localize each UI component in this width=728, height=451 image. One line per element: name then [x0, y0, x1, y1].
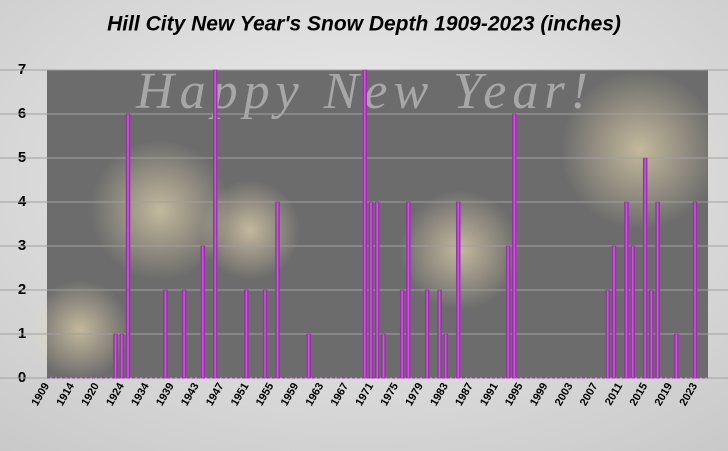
bar	[125, 113, 131, 379]
y-tick-label: 3	[18, 237, 26, 254]
y-tick-label: 2	[18, 281, 26, 298]
bar	[113, 333, 118, 379]
bar	[275, 201, 280, 379]
bar	[374, 201, 380, 379]
bar	[399, 289, 405, 379]
bar	[306, 333, 311, 379]
bar	[443, 333, 449, 379]
y-tick-label: 7	[18, 61, 26, 78]
bar	[649, 289, 654, 379]
bar	[424, 289, 430, 379]
bar	[262, 289, 268, 379]
bar	[611, 245, 617, 379]
bar	[406, 201, 411, 379]
bar	[674, 333, 679, 379]
chart-title: Hill City New Year's Snow Depth 1909-202…	[107, 13, 621, 36]
y-tick-label: 0	[18, 369, 26, 386]
bar	[200, 245, 206, 379]
bar	[642, 157, 648, 379]
bar	[505, 245, 511, 379]
decoration-text: Happy New Year!	[135, 63, 594, 120]
bar	[455, 201, 461, 379]
bar	[437, 289, 442, 379]
bar	[381, 333, 386, 379]
bar	[212, 69, 218, 379]
y-tick-label: 4	[18, 193, 27, 210]
firework	[560, 70, 720, 230]
firework	[90, 140, 230, 280]
bar	[163, 289, 168, 379]
bar	[624, 201, 629, 379]
bar	[119, 333, 125, 379]
bar	[362, 69, 368, 379]
bar	[630, 245, 635, 379]
bar	[655, 201, 660, 379]
bar	[368, 201, 374, 379]
firework	[30, 280, 130, 380]
bar	[692, 201, 698, 379]
y-tick-label: 6	[18, 105, 26, 122]
bar	[512, 113, 517, 379]
y-tick-label: 5	[18, 149, 26, 166]
bar	[244, 289, 249, 379]
bar	[181, 289, 187, 379]
firework	[200, 180, 300, 280]
y-tick-label: 1	[18, 325, 26, 342]
bar	[605, 289, 611, 379]
